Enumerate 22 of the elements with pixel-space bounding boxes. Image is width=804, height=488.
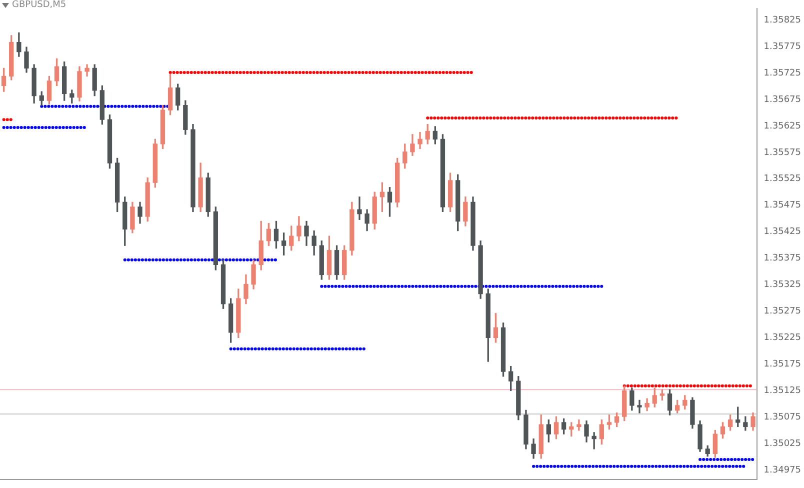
y-tick-label: 1.35375 [764,254,801,264]
y-tick-label: 1.35625 [764,121,801,132]
y-tick-label: 1.35225 [764,333,801,344]
candlestick [357,196,362,220]
y-tick-label: 1.35425 [764,227,801,238]
candlestick [637,400,642,414]
y-tick-label: 1.35675 [764,94,801,105]
y-tick-label: 1.35325 [764,280,801,290]
y-tick-label: 1.35825 [764,15,801,26]
chart-title: GBPUSD,M5 [12,0,66,10]
candlestick [592,432,596,450]
y-tick-label: 1.35775 [764,42,801,52]
y-tick-label: 1.35475 [764,200,801,211]
y-tick-label: 1.35275 [764,306,801,317]
y-tick-label: 1.35125 [764,386,801,396]
y-tick-label: 1.35075 [764,412,801,422]
y-tick-label: 1.35525 [764,174,801,184]
y-tick-label: 1.35175 [764,360,801,370]
y-tick-label: 1.35575 [764,148,801,158]
y-tick-label: 1.35025 [764,438,801,449]
y-tick-label: 1.34975 [764,465,801,476]
y-tick-label: 1.35725 [764,68,801,78]
